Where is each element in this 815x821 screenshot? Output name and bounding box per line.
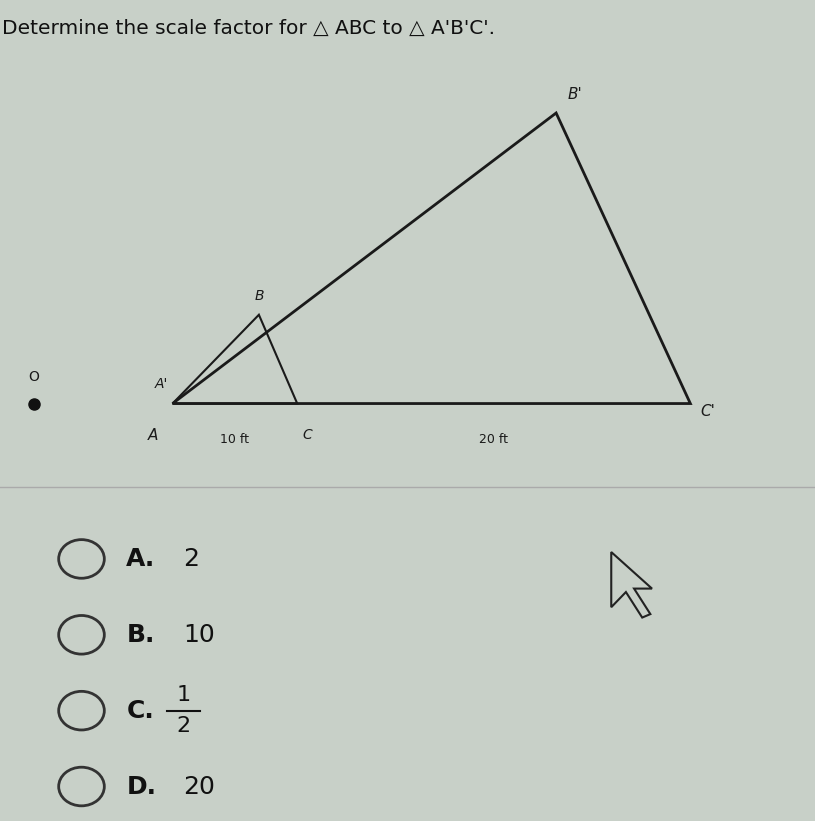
Text: A: A xyxy=(148,428,158,443)
Text: 10: 10 xyxy=(183,623,215,647)
Text: O: O xyxy=(29,370,39,384)
Text: C': C' xyxy=(700,404,715,419)
Text: Determine the scale factor for △ ABC to △ A'B'C'.: Determine the scale factor for △ ABC to … xyxy=(2,20,495,39)
Text: 1: 1 xyxy=(176,686,191,705)
Text: 20: 20 xyxy=(183,774,215,799)
Text: 20 ft: 20 ft xyxy=(479,433,509,446)
Text: C.: C. xyxy=(126,699,154,722)
Text: 2: 2 xyxy=(176,716,191,736)
Text: B.: B. xyxy=(126,623,155,647)
Text: A.: A. xyxy=(126,547,156,571)
Text: C: C xyxy=(302,428,312,442)
Text: 10 ft: 10 ft xyxy=(220,433,249,446)
Text: A': A' xyxy=(154,377,168,391)
Text: B: B xyxy=(254,290,263,304)
Text: 2: 2 xyxy=(183,547,200,571)
Text: D.: D. xyxy=(126,774,156,799)
Text: B': B' xyxy=(567,87,583,102)
